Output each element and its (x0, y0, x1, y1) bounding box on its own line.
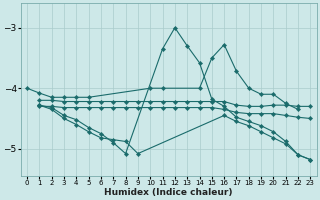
X-axis label: Humidex (Indice chaleur): Humidex (Indice chaleur) (104, 188, 233, 197)
